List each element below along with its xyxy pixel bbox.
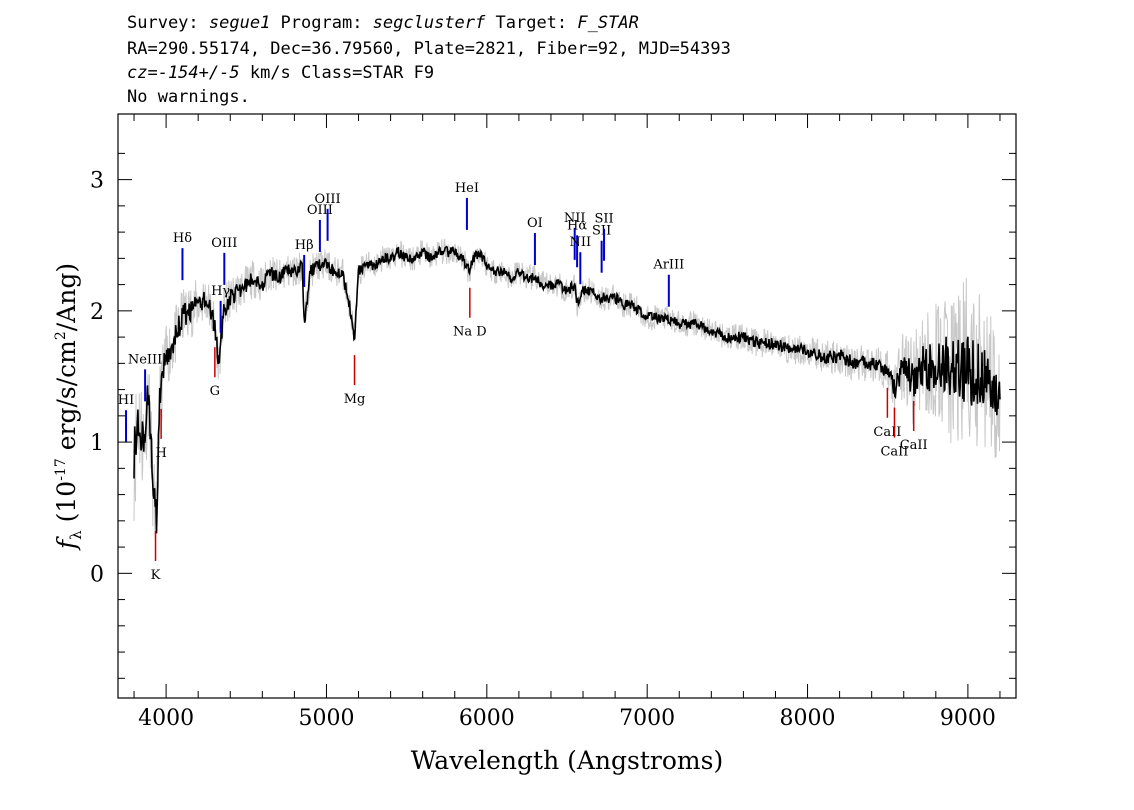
absorption-line-label: Na D [453,325,487,340]
emission-line-label: NII [569,235,591,250]
header-line-2: RA=290.55174, Dec=36.79560, Plate=2821, … [127,39,731,59]
emission-line-label: Hβ [295,238,314,253]
x-tick-label: 4000 [138,706,194,731]
emission-line-label: OIII [211,236,237,251]
emission-line-label: OIII [307,203,333,218]
y-axis-title: fλ (10-17 erg/s/cm2/Ang) [52,263,85,551]
x-tick-label: 5000 [298,706,354,731]
header-line-4: No warnings. [127,87,250,107]
emission-line-label: Hδ [173,231,192,246]
emission-line-label: HeI [455,181,479,196]
y-tick-label: 0 [90,562,104,587]
x-tick-label: 6000 [459,706,515,731]
x-axis-title: Wavelength (Angstroms) [411,746,723,775]
emission-line-label: NeIII [128,352,162,367]
y-tick-label: 2 [90,300,104,325]
emission-line-label: OI [527,216,543,231]
absorption-line-label: Mg [344,392,366,407]
flux-series [133,245,1001,534]
axes: 4000 5000 6000 7000 8000 9000 0 1 2 3 [90,114,1016,731]
absorption-line-label: G [210,384,220,399]
x-tick-label: 7000 [619,706,675,731]
emission-line-label: HI [118,393,134,408]
absorption-line-label: K [151,568,161,583]
emission-line-label: OIII [315,192,341,207]
emission-line-label: Hγ [211,284,230,299]
x-tick-label: 8000 [780,706,836,731]
emission-line-label: SII [594,212,613,227]
absorption-line-label: CaII [900,438,928,453]
emission-line-label: NII [564,211,586,226]
y-tick-label: 1 [90,431,104,456]
emission-line-label: ArIII [652,258,684,273]
plot-frame [117,113,1017,699]
absorption-line-label: CaII [873,425,901,440]
emission-line-label: SII [592,224,611,239]
absorption-line-label: CaII [880,445,908,460]
chart-header: Survey: segue1 Program: segclusterf Targ… [127,13,731,107]
x-tick-label: 9000 [940,706,996,731]
absorption-line-label: H [155,446,166,461]
emission-line-label: Hα [567,218,587,233]
header-line-1: Survey: segue1 Program: segclusterf Targ… [127,13,639,33]
y-tick-label: 3 [90,169,104,194]
header-line-3: cz=-154+/-5 km/s Class=STAR F9 [127,63,434,83]
